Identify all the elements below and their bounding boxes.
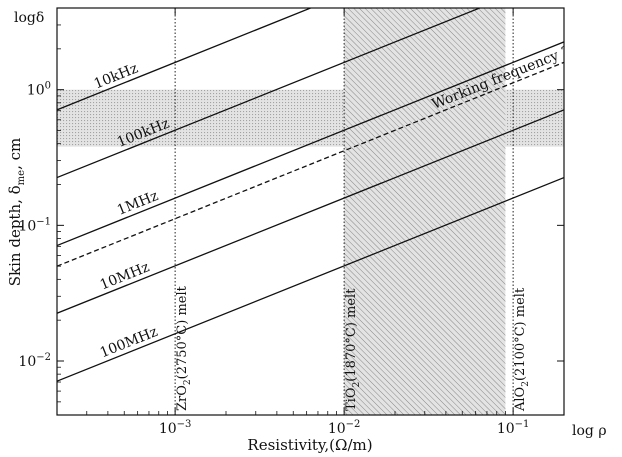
y-axis-end-label: logδ [14, 10, 44, 26]
series-label-10mhz: 10MHz [98, 259, 152, 293]
melt-lines: ZrO2(2750°C) melt TiO2(1870°C) melt AlO2(2… [174, 8, 531, 415]
x-axis-ticks: 10−3 10−2 10−1 [56, 8, 565, 437]
y-axis-label-sub: me [16, 170, 27, 185]
y-axis-label: Skin depth, δme, cm [6, 138, 27, 287]
y-tick-label: 10−1 [18, 216, 51, 234]
x-axis-end-label: log ρ [572, 423, 607, 439]
series-line-10mhz [57, 109, 564, 314]
y-tick-label: 100 [27, 81, 51, 99]
melt-label-zro: ZrO2(2750°C) melt [175, 285, 193, 411]
shaded-region-texture [344, 8, 506, 415]
series-label-10khz: 10kHz [92, 60, 141, 92]
svg-text:AlO2(2100°C) melt: AlO2(2100°C) melt [513, 287, 531, 412]
svg-text:Skin depth, δme, cm: Skin depth, δme, cm [6, 138, 27, 287]
y-axis-ticks: 100 10−1 10−2 [18, 7, 564, 416]
x-axis-label: Resistivity,(Ω/m) [247, 436, 372, 454]
svg-text:ZrO2(2750°C) melt: ZrO2(2750°C) melt [175, 285, 193, 411]
x-tick-label: 10−2 [328, 419, 361, 437]
x-tick-label: 10−3 [159, 419, 192, 437]
x-tick-label: 10−1 [497, 419, 530, 437]
y-axis-label-unit: , cm [6, 138, 24, 170]
svg-text:TiO2(1870°C) melt: TiO2(1870°C) melt [344, 288, 362, 411]
melt-label-tio: TiO2(1870°C) melt [344, 288, 362, 411]
y-tick-label: 10−2 [18, 352, 51, 370]
series-line-working-frequency-2mhz [57, 61, 564, 267]
y-axis-label-main: Skin depth, δ [6, 185, 24, 286]
melt-label-alo: AlO2(2100°C) melt [513, 287, 531, 412]
series-line-1mhz [57, 41, 564, 247]
series-line-100mhz [57, 176, 564, 382]
series-label-100mhz: 100MHz [98, 324, 160, 361]
series-label-1mhz: 1MHz [115, 188, 161, 219]
plot-frame [56, 7, 565, 416]
